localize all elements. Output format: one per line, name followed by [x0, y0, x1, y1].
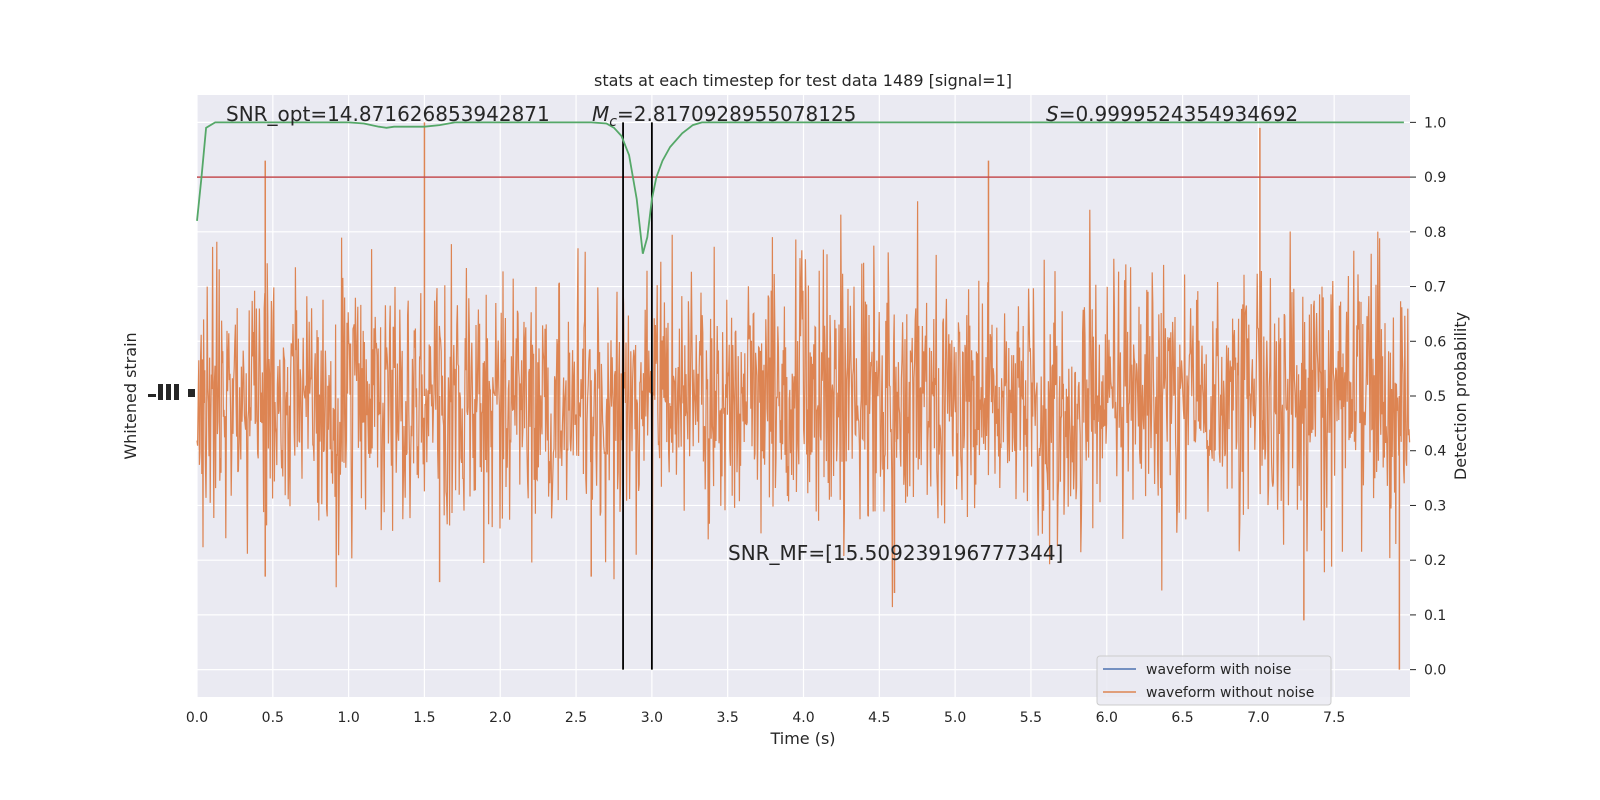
chart-title: stats at each timestep for test data 148… [594, 71, 1012, 90]
y-tick-label-3: 0.3 [1424, 498, 1446, 514]
x-tick-label-2: 1.0 [337, 710, 359, 726]
y-tick-label-0: 0.0 [1424, 663, 1446, 679]
legend-label-with-noise: waveform with noise [1146, 662, 1291, 678]
x-tick-label-10: 5.0 [944, 710, 966, 726]
x-axis-label: Time (s) [769, 729, 835, 748]
left-axis-clutter [148, 384, 195, 400]
score-annotation: S=0.9999524354934692 [1046, 102, 1298, 126]
noise-trace [196, 201, 1411, 608]
y-tick-label-8: 0.8 [1424, 225, 1446, 241]
x-tick-label-7: 3.5 [717, 710, 739, 726]
x-tick-label-4: 2.0 [489, 710, 511, 726]
y-tick-label-7: 0.7 [1424, 280, 1446, 296]
y-tick-label-10: 1.0 [1424, 115, 1446, 131]
x-axis-ticks: 0.0 0.5 1.0 1.5 2.0 2.5 3.0 3.5 4.0 4.5 5.0 5.5 6.0 6… [186, 710, 1345, 726]
x-tick-label-5: 2.5 [565, 710, 587, 726]
x-tick-label-8: 4.0 [792, 710, 814, 726]
legend: waveform with noise waveform without noi… [1096, 655, 1332, 706]
x-tick-label-0: 0.0 [186, 710, 208, 726]
chirp-markers [622, 122, 653, 670]
y-tick-label-6: 0.6 [1424, 334, 1446, 350]
x-tick-label-12: 6.0 [1096, 710, 1118, 726]
x-tick-label-1: 0.5 [262, 710, 284, 726]
y-tick-label-5: 0.5 [1424, 389, 1446, 405]
snr-mf-annotation: SNR_MF=[15.509239196777344] [728, 541, 1063, 565]
y-tick-label-9: 0.9 [1424, 170, 1446, 186]
snr-opt-annotation: SNR_opt=14.871626853942871 [226, 102, 550, 126]
x-tick-label-6: 3.0 [641, 710, 663, 726]
y-left-axis-label: Whitened strain [121, 332, 140, 459]
x-tick-label-13: 6.5 [1171, 710, 1193, 726]
x-tick-label-14: 7.0 [1247, 710, 1269, 726]
y-tick-label-4: 0.4 [1424, 444, 1446, 460]
x-tick-label-11: 5.5 [1020, 710, 1042, 726]
y-tick-label-1: 0.1 [1424, 608, 1446, 624]
x-tick-label-15: 7.5 [1323, 710, 1345, 726]
chirp-mass-annotation: Mc=2.8170928955078125 [592, 102, 856, 130]
detection-probability-line [196, 121, 1404, 254]
y-right-axis-label: Detection probability [1451, 312, 1470, 480]
x-tick-label-3: 1.5 [413, 710, 435, 726]
y-right-axis-ticks: 0.0 0.1 0.2 0.3 0.4 0.5 0.6 0.7 0.8 0.9 1.0 [1410, 115, 1446, 679]
x-tick-label-9: 4.5 [868, 710, 890, 726]
legend-label-without-noise: waveform without noise [1146, 685, 1314, 701]
y-tick-label-2: 0.2 [1424, 553, 1446, 569]
waveform-without-noise-line [196, 122, 1411, 670]
